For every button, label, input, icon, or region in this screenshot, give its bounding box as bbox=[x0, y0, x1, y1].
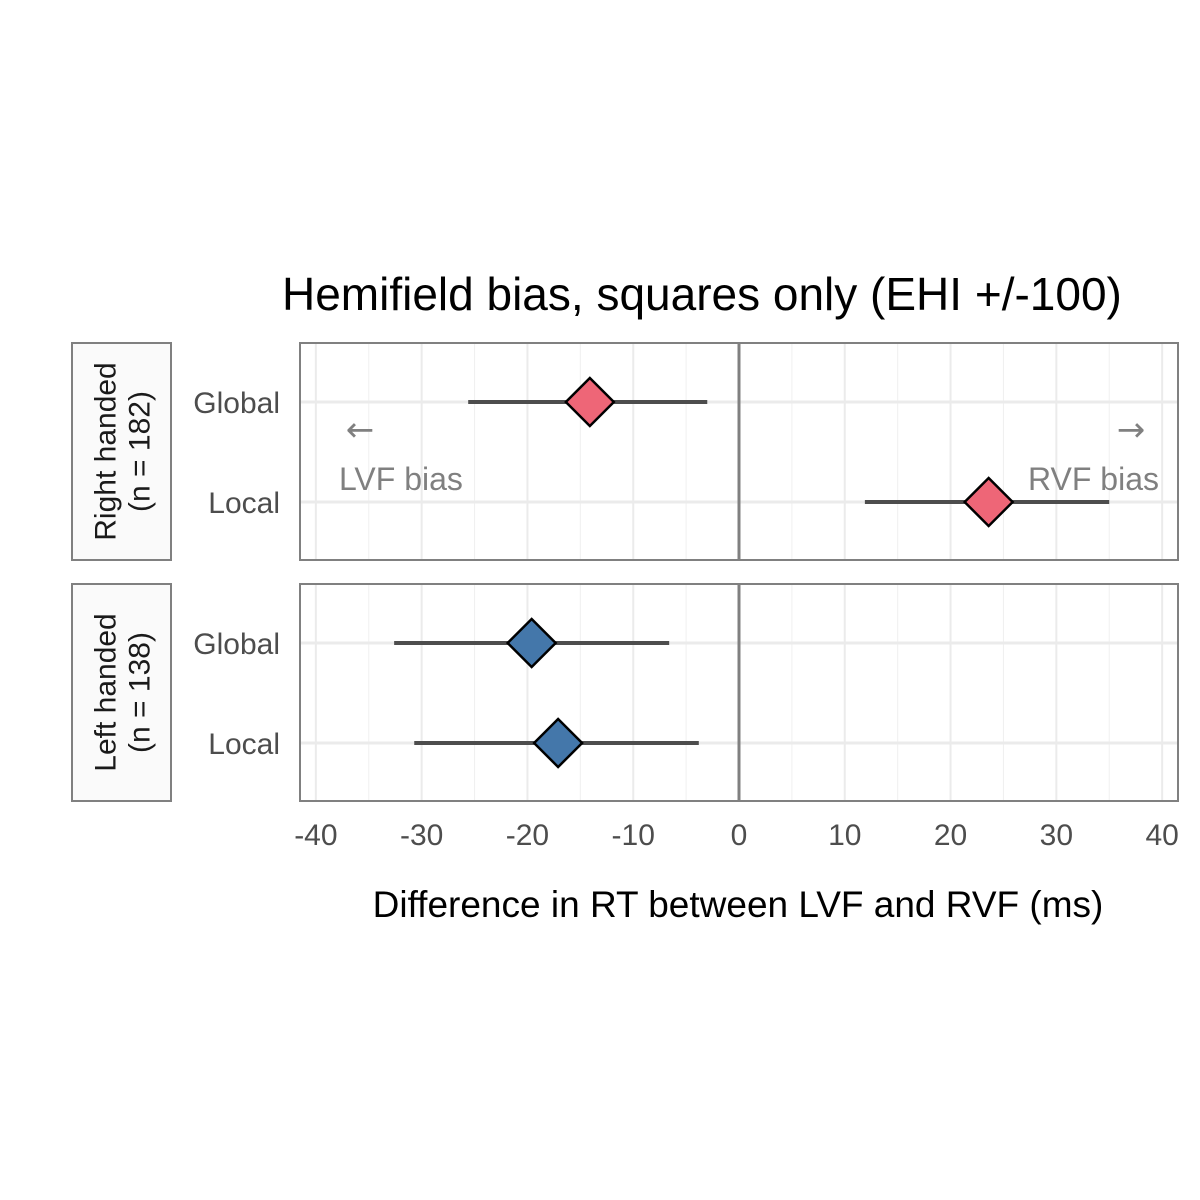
facet-panels: ← LVF bias → RVF bias Global Local Right hande… bbox=[71, 342, 1179, 802]
lvf-bias-annotation: LVF bias bbox=[339, 461, 463, 497]
x-axis-title: Difference in RT between LVF and RVF (ms… bbox=[373, 884, 1104, 925]
x-tick-label: -30 bbox=[400, 819, 443, 852]
x-tick-label: 0 bbox=[731, 819, 748, 852]
rvf-bias-annotation: RVF bias bbox=[1028, 461, 1159, 497]
facet-strip-label: Left handed(n = 138) bbox=[90, 613, 157, 771]
x-tick-label: 10 bbox=[828, 819, 861, 852]
facet-panel: ← LVF bias → RVF bias Global Local Right hande… bbox=[71, 342, 1179, 561]
y-tick-label: Local bbox=[208, 728, 280, 761]
facet-panel: Global Local Left handed(n = 138) bbox=[71, 583, 1179, 802]
right-arrow-annotation: → bbox=[1117, 410, 1146, 450]
x-tick-label: -10 bbox=[612, 819, 655, 852]
left-arrow-annotation: ← bbox=[346, 410, 375, 450]
point-estimate-diamond bbox=[564, 376, 616, 428]
y-tick-label: Local bbox=[208, 487, 280, 520]
x-tick-label: 30 bbox=[1040, 819, 1073, 852]
point-estimate-diamond bbox=[505, 617, 558, 669]
chart-title: Hemifield bias, squares only (EHI +/-100… bbox=[282, 268, 1122, 320]
x-tick-label: -20 bbox=[506, 819, 549, 852]
y-tick-label: Global bbox=[193, 628, 280, 661]
y-tick-label: Global bbox=[193, 387, 280, 420]
panel-border bbox=[299, 583, 1179, 802]
x-tick-label: 40 bbox=[1145, 819, 1178, 852]
facet-strip-line-1: Right handed bbox=[90, 362, 123, 540]
x-tick-label: 20 bbox=[934, 819, 967, 852]
point-estimate-diamond bbox=[532, 717, 584, 769]
facet-strip-line-2: (n = 138) bbox=[124, 632, 157, 753]
x-axis: -40 -30 -20 -10 0 10 20 30 40 bbox=[294, 819, 1179, 852]
facet-strip-line-1: Left handed bbox=[90, 613, 123, 771]
point-estimate-diamond bbox=[962, 476, 1015, 528]
facet-strip-label: Right handed(n = 182) bbox=[90, 362, 157, 540]
facet-strip bbox=[71, 583, 172, 802]
panel-border bbox=[299, 342, 1179, 561]
x-tick-label: -40 bbox=[294, 819, 337, 852]
facet-strip-line-2: (n = 182) bbox=[124, 391, 157, 512]
facet-strip bbox=[71, 342, 172, 561]
